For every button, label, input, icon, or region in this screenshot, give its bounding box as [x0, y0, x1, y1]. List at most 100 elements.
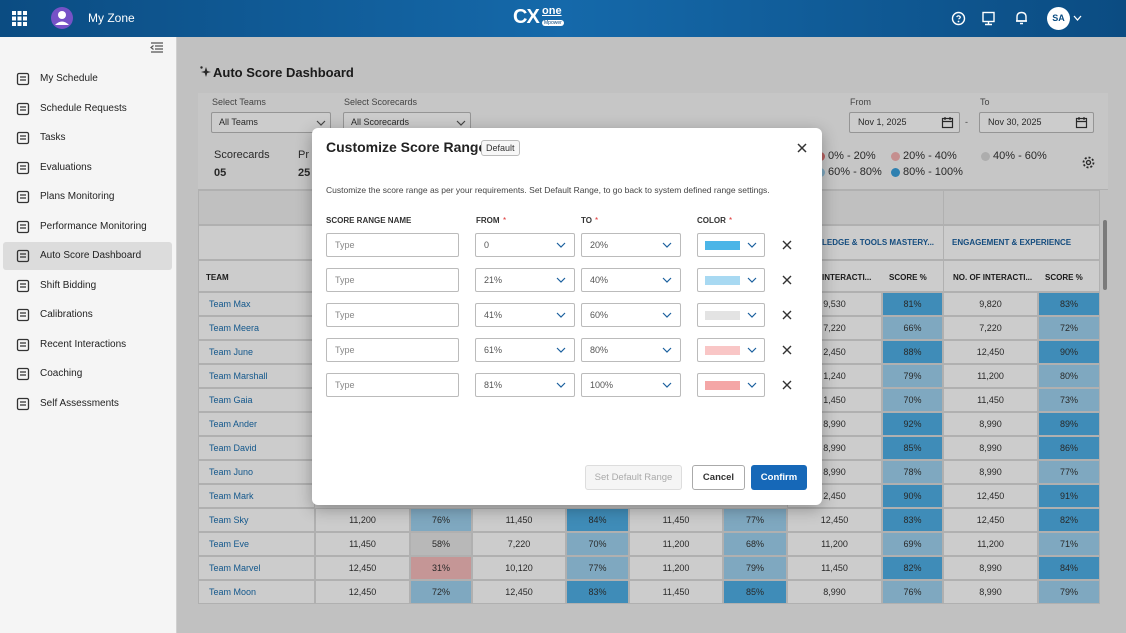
range-from-select[interactable]: 21%: [475, 268, 575, 292]
team-name[interactable]: Team Max: [209, 299, 251, 309]
nav-item[interactable]: Tasks: [3, 124, 172, 152]
nav-item[interactable]: My Schedule: [3, 65, 172, 93]
range-name-placeholder: Type: [335, 310, 355, 320]
confirm-button[interactable]: Confirm: [751, 465, 807, 490]
interaction-cell: 11,450: [315, 532, 410, 556]
dropdown-chevron[interactable]: [747, 347, 757, 354]
team-name[interactable]: Team Meera: [209, 323, 260, 333]
team-name[interactable]: Team Moon: [209, 587, 257, 597]
score-cell: 77%: [723, 508, 787, 532]
range-name-input[interactable]: Type: [326, 303, 459, 327]
dropdown-chevron[interactable]: [747, 242, 757, 249]
team-name[interactable]: Team Gaia: [209, 395, 253, 405]
team-name[interactable]: Team Marshall: [209, 371, 268, 381]
dropdown-chevron[interactable]: [747, 312, 757, 319]
dropdown-chevron[interactable]: [556, 347, 566, 354]
score-cell: 84%: [1038, 556, 1100, 580]
team-name[interactable]: Team Eve: [209, 539, 250, 549]
remove-range-icon[interactable]: [782, 345, 792, 355]
nav-item[interactable]: Schedule Requests: [3, 95, 172, 123]
dropdown-chevron[interactable]: [556, 277, 566, 284]
dropdown-chevron[interactable]: [456, 120, 466, 127]
remove-range-icon[interactable]: [782, 240, 792, 250]
range-from-select[interactable]: 61%: [475, 338, 575, 362]
range-color-select[interactable]: [697, 303, 765, 327]
remove-range-icon[interactable]: [782, 310, 792, 320]
team-name[interactable]: Team David: [209, 443, 257, 453]
dropdown-chevron[interactable]: [556, 242, 566, 249]
range-to-select[interactable]: 80%: [581, 338, 681, 362]
range-from-select[interactable]: 41%: [475, 303, 575, 327]
collapse-icon[interactable]: [150, 42, 164, 53]
date-input[interactable]: Nov 1, 2025: [849, 112, 960, 133]
range-color-select[interactable]: [697, 233, 765, 257]
dropdown-chevron[interactable]: [662, 347, 672, 354]
range-to-value: 100%: [590, 380, 614, 390]
help-icon[interactable]: [951, 11, 966, 26]
dropdown-chevron[interactable]: [662, 242, 672, 249]
close-icon[interactable]: [797, 143, 807, 153]
team-name[interactable]: Team Marvel: [209, 563, 261, 573]
range-from-select[interactable]: 81%: [475, 373, 575, 397]
user-avatar[interactable]: SA: [1047, 7, 1070, 30]
remove-range-icon[interactable]: [782, 380, 792, 390]
legend-label: 60% - 80%: [828, 166, 882, 178]
range-to-select[interactable]: 100%: [581, 373, 681, 397]
notifications-icon[interactable]: [1014, 10, 1029, 26]
team-name[interactable]: Team June: [209, 347, 254, 357]
nav-item[interactable]: Shift Bidding: [3, 272, 172, 300]
summary-value: 05: [214, 167, 227, 179]
range-color-select[interactable]: [697, 373, 765, 397]
date-input[interactable]: Nov 30, 2025: [979, 112, 1094, 133]
remove-range-icon[interactable]: [782, 275, 792, 285]
sparkle-icon: [200, 66, 211, 77]
dropdown-chevron[interactable]: [662, 382, 672, 389]
cancel-button[interactable]: Cancel: [692, 465, 745, 490]
team-cell: [198, 316, 315, 340]
filter-dropdown[interactable]: All Teams: [211, 112, 331, 133]
range-name-input[interactable]: Type: [326, 268, 459, 292]
interaction-cell: 11,450: [472, 508, 566, 532]
nav-item[interactable]: Recent Interactions: [3, 331, 172, 359]
apps-icon[interactable]: [12, 11, 27, 26]
dropdown-chevron[interactable]: [556, 312, 566, 319]
range-name-input[interactable]: Type: [326, 373, 459, 397]
nav-item[interactable]: Auto Score Dashboard: [3, 242, 172, 270]
team-cell: [198, 292, 315, 316]
dropdown-chevron[interactable]: [662, 312, 672, 319]
nav-item[interactable]: Performance Monitoring: [3, 213, 172, 241]
team-name[interactable]: Team Juno: [209, 467, 254, 477]
calendar-icon[interactable]: [941, 116, 954, 129]
team-name[interactable]: Team Mark: [209, 491, 254, 501]
team-name[interactable]: Team Ander: [209, 419, 258, 429]
nav-item[interactable]: Plans Monitoring: [3, 183, 172, 211]
dropdown-chevron[interactable]: [747, 277, 757, 284]
range-to-select[interactable]: 60%: [581, 303, 681, 327]
team-cell: [198, 412, 315, 436]
nav-item[interactable]: Calibrations: [3, 301, 172, 329]
nav-item[interactable]: Self Assessments: [3, 390, 172, 418]
range-color-select[interactable]: [697, 268, 765, 292]
range-name-input[interactable]: Type: [326, 233, 459, 257]
team-name[interactable]: Team Sky: [209, 515, 249, 525]
range-to-select[interactable]: 20%: [581, 233, 681, 257]
nav-item[interactable]: Evaluations: [3, 154, 172, 182]
set-default-button[interactable]: Set Default Range: [585, 465, 682, 490]
score-cell: 90%: [1038, 340, 1100, 364]
range-name-input[interactable]: Type: [326, 338, 459, 362]
agent-icon[interactable]: [981, 11, 996, 26]
calendar-icon[interactable]: [1075, 116, 1088, 129]
user-menu-chevron[interactable]: [1073, 15, 1082, 22]
range-color-select[interactable]: [697, 338, 765, 362]
nav-label: Shift Bidding: [40, 279, 97, 291]
settings-icon[interactable]: [1082, 156, 1095, 169]
range-to-select[interactable]: 40%: [581, 268, 681, 292]
score-cell: 85%: [723, 580, 787, 604]
dropdown-chevron[interactable]: [316, 120, 326, 127]
range-from-select[interactable]: 0: [475, 233, 575, 257]
team-cell: [198, 508, 315, 532]
dropdown-chevron[interactable]: [747, 382, 757, 389]
nav-item[interactable]: Coaching: [3, 360, 172, 388]
dropdown-chevron[interactable]: [556, 382, 566, 389]
dropdown-chevron[interactable]: [662, 277, 672, 284]
